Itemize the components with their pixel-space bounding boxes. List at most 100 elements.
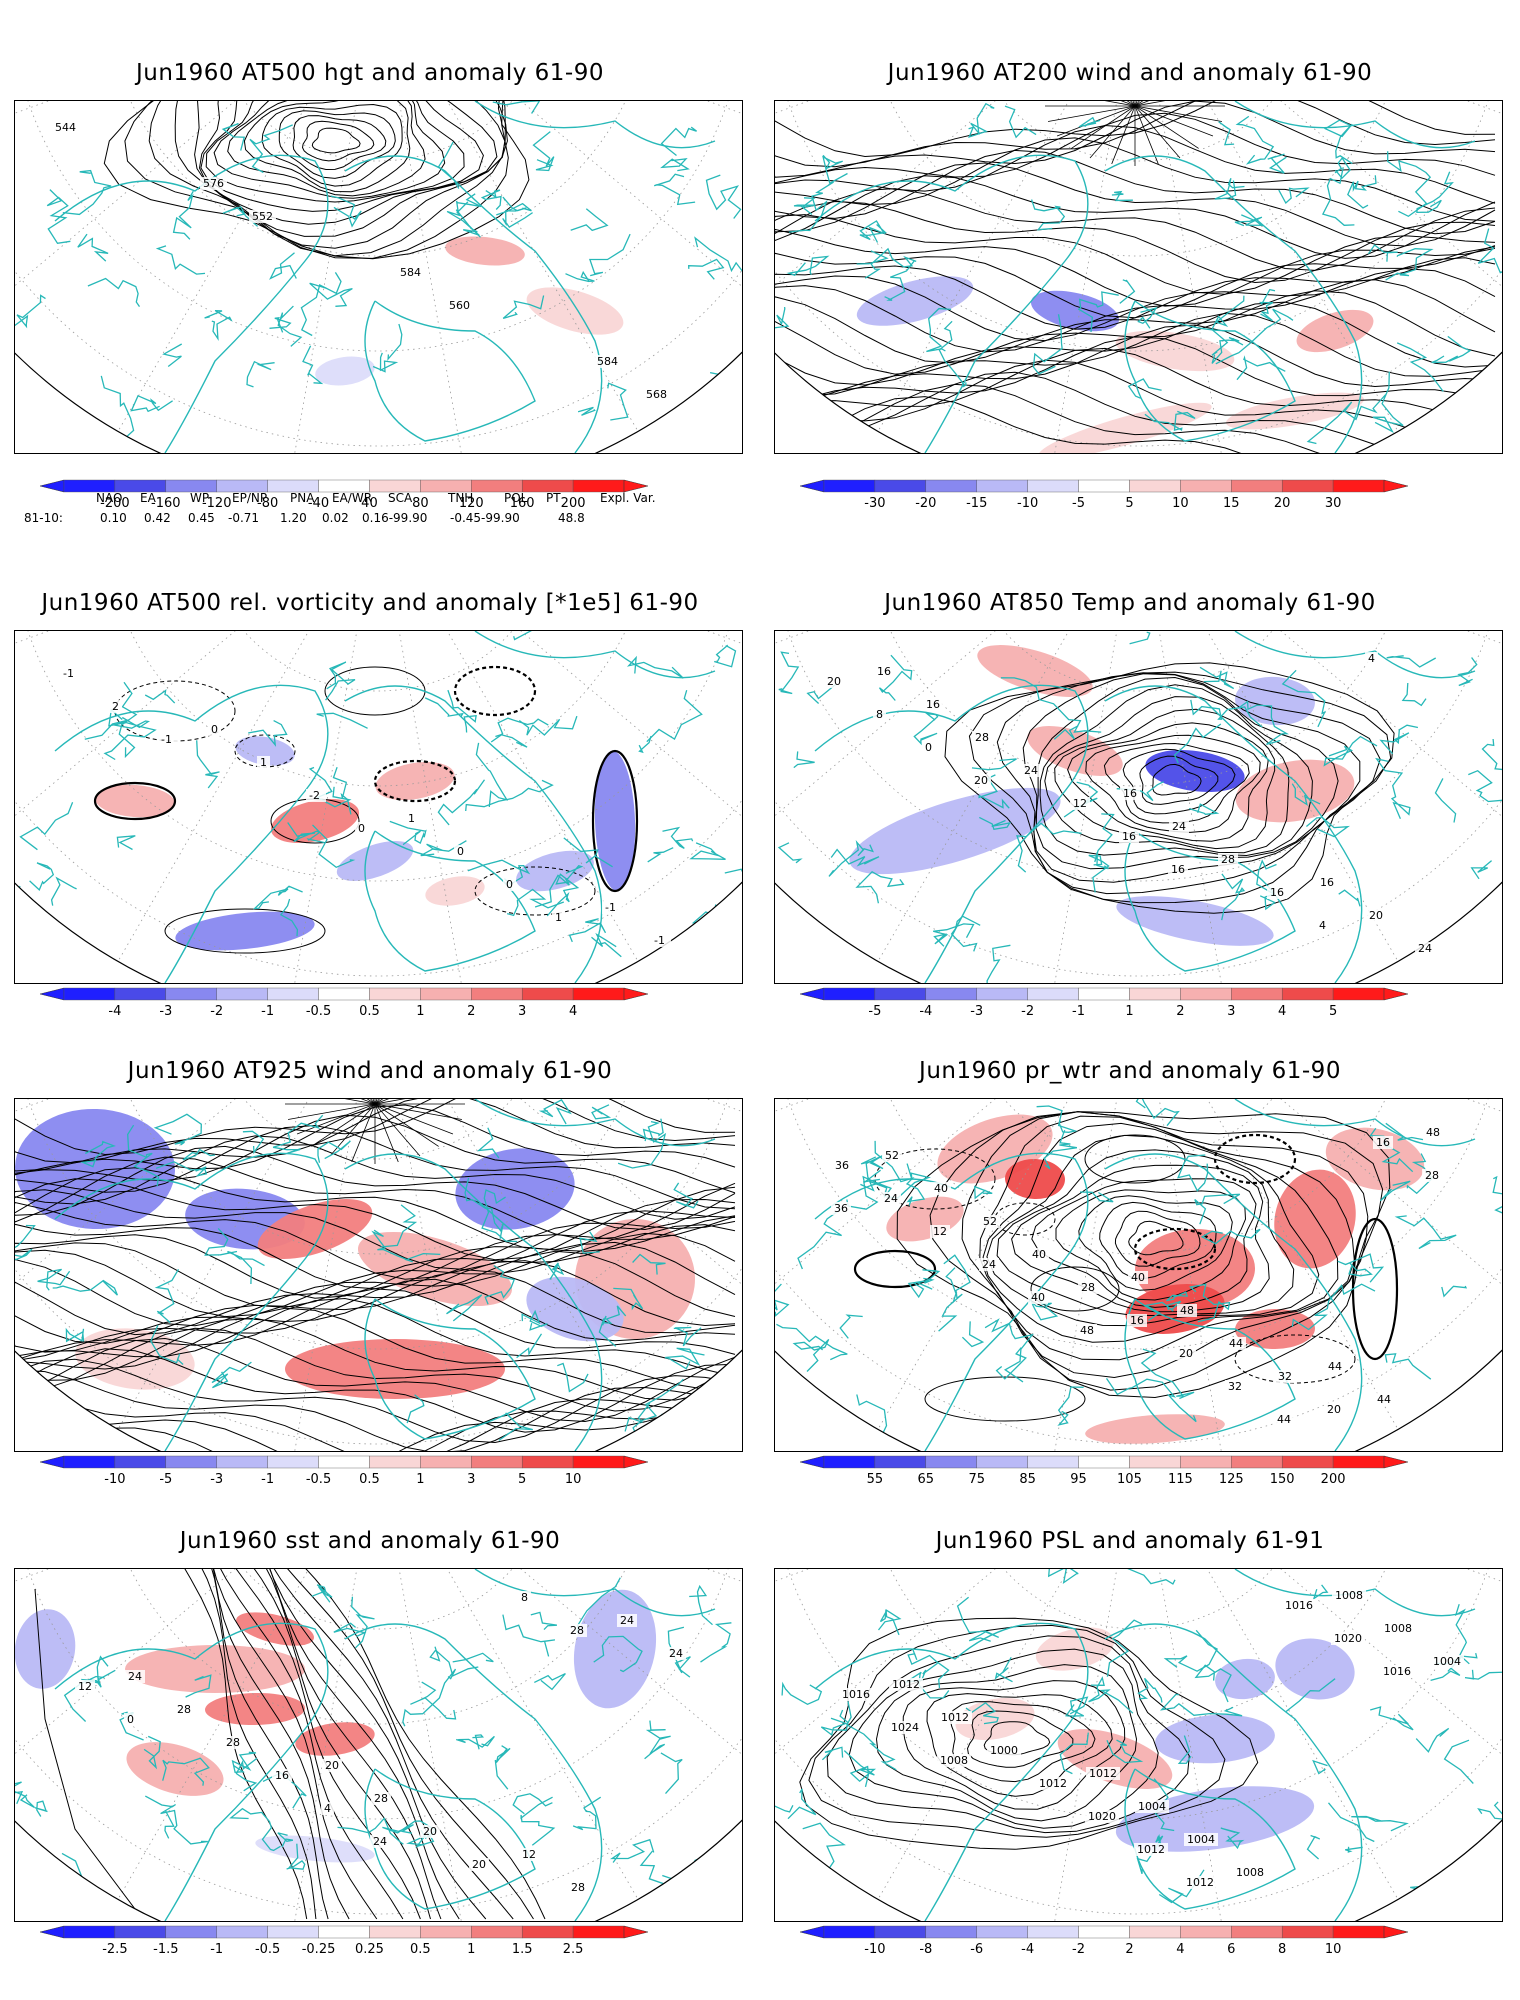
coastline	[577, 406, 596, 416]
streamline	[15, 1104, 736, 1176]
colorbar-svg: -2.5 -1.5 -1 -0.5 -0.25 0.25 0.5 1 1.5 2.5	[39, 1925, 649, 1957]
contour-label-bg	[1423, 1126, 1443, 1139]
coastline	[1077, 291, 1119, 333]
coastline	[474, 1569, 716, 1617]
coastline	[1312, 1584, 1329, 1601]
contour-label-bg	[306, 789, 326, 802]
colorbar-tick-label: 1.5	[512, 1942, 533, 1957]
contour-line	[124, 101, 509, 259]
contour-label-bg	[1267, 886, 1287, 899]
contour-label-bg	[1021, 764, 1041, 777]
coastline	[1124, 1768, 1296, 1910]
panel-p4: Jun1960 AT850 Temp and anomaly 61-90 20 1…	[760, 590, 1503, 1030]
contour-label-bg	[1128, 1271, 1148, 1284]
contour-label-bg	[1183, 1876, 1217, 1889]
coastline	[222, 206, 259, 227]
coastline	[814, 1622, 1089, 1921]
contour-line	[968, 671, 1392, 904]
contour-line	[1039, 684, 1313, 857]
colorbar-tick-label: 6	[1227, 1942, 1235, 1957]
isotherm	[210, 1569, 378, 1920]
coastline	[1306, 394, 1387, 445]
streamline	[1134, 105, 1181, 159]
coastline	[279, 898, 299, 937]
colorbar-swatch	[1231, 1925, 1283, 1939]
coastline	[1088, 854, 1110, 893]
coastline	[502, 196, 533, 228]
coastline	[474, 101, 716, 149]
panel-title: Jun1960 sst and anomaly 61-90	[179, 1528, 561, 1554]
coastline	[1312, 1759, 1328, 1775]
coastline	[660, 126, 697, 157]
contour-line	[474, 866, 596, 916]
coastline	[821, 1746, 844, 1761]
coastline	[922, 1269, 941, 1284]
contour-label: 24	[1418, 942, 1432, 955]
streamline	[775, 214, 1496, 295]
contour-label-bg	[1226, 1337, 1246, 1350]
contour-line	[1031, 1178, 1257, 1308]
colorbar: -10 -8 -6 -4 -2 2 4 6 8 10	[799, 1924, 1464, 1964]
colorbar: 55 65 75 85 95 105 115 125 150 200	[799, 1454, 1464, 1494]
coastline	[484, 1265, 516, 1305]
coastline	[155, 245, 206, 275]
coastline	[1127, 378, 1162, 399]
coastline	[776, 1323, 848, 1361]
colorbar-swatch	[114, 987, 167, 1001]
streamline	[775, 371, 1496, 453]
colorbar-swatch	[1332, 987, 1385, 1001]
colorbar-swatch	[572, 1455, 625, 1469]
contour-line	[1152, 763, 1202, 796]
coastline	[938, 1254, 971, 1332]
coastline	[884, 260, 915, 301]
contour-line	[1139, 755, 1219, 805]
contour-label: 28	[1425, 1169, 1439, 1182]
coastline	[162, 1757, 210, 1786]
colorbar-swatch	[165, 987, 217, 1001]
colorbar-tick-label: -30	[864, 496, 885, 511]
coastline	[1367, 244, 1398, 262]
contour-label: 40	[1032, 1248, 1046, 1261]
coastline	[793, 751, 815, 769]
colorbar-swatch	[572, 987, 625, 1001]
coastline	[15, 885, 21, 957]
contour-label: 40	[1031, 1291, 1045, 1304]
contour-label-bg	[1177, 1304, 1197, 1317]
streamline	[296, 1099, 376, 1105]
coastline	[950, 915, 981, 952]
colorbar-arrow-left	[39, 1455, 65, 1469]
coastline	[143, 1735, 161, 1770]
anomaly-shade	[856, 276, 974, 326]
contour-label: 28	[571, 1881, 585, 1894]
contour-label-bg	[824, 675, 844, 688]
coastline	[1441, 1285, 1468, 1298]
coastline	[1234, 1569, 1476, 1617]
anomaly-shade	[270, 799, 360, 843]
coastline	[806, 683, 837, 704]
coastline	[103, 708, 157, 761]
contour-label-bg	[1274, 1413, 1294, 1426]
coastline	[822, 154, 848, 185]
coastline	[502, 1614, 555, 1657]
colorbar-tick-label: 20	[1274, 496, 1291, 511]
streamline	[15, 1278, 736, 1362]
streamline	[15, 1232, 736, 1318]
contour-line	[799, 1617, 1259, 1850]
coastline	[1415, 1727, 1450, 1753]
coastline	[1119, 1569, 1176, 1585]
coastline	[1321, 167, 1355, 226]
coastline	[598, 1305, 627, 1347]
coastline	[968, 102, 995, 138]
contour-label: -1	[605, 901, 616, 914]
streamline	[775, 112, 1496, 184]
colorbar-svg: -4 -3 -2 -1 -0.5 0.5 1 2 3 4	[39, 987, 649, 1019]
coastline	[429, 1646, 479, 1677]
coastline	[164, 1810, 175, 1839]
coastline	[1429, 1406, 1455, 1439]
streamline	[1134, 105, 1223, 122]
coastline	[1043, 1129, 1077, 1170]
streamline	[1071, 105, 1136, 149]
latitude-circle	[775, 631, 1502, 983]
anomaly-shade	[95, 784, 175, 818]
coastline	[978, 774, 1010, 809]
